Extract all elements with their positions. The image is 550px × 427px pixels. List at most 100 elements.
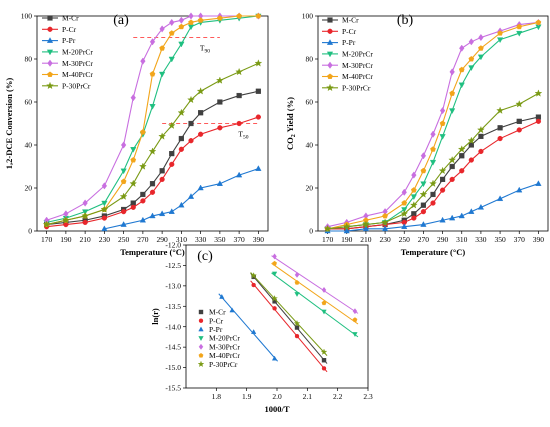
series-line-p-30prcr (46, 62, 259, 226)
data-point-m-40prcr (188, 19, 194, 25)
x-tick-label: 2.1 (303, 392, 313, 401)
legend-label: M-40PrCr (209, 351, 240, 360)
data-point-m-cr (255, 88, 261, 94)
x-tick-label: 1.9 (242, 392, 252, 401)
data-point-m-20prcr (477, 54, 485, 61)
data-point-m-40prcr (458, 66, 465, 73)
data-point-p-30prcr (177, 108, 186, 117)
data-point-m-20prcr (149, 104, 156, 110)
data-point-m-20prcr (352, 332, 358, 337)
data-point-m-30prcr (468, 38, 474, 46)
data-point-p-30prcr (187, 95, 195, 104)
series-line-m-cr (46, 90, 259, 226)
data-point-p-30prcr (158, 132, 166, 140)
x-tick-label: 210 (80, 235, 92, 244)
data-point-m-30prcr (272, 253, 277, 260)
series-p-cr (250, 280, 328, 373)
panel-label: (b) (397, 13, 414, 28)
legend-label: P-30PrCr (209, 360, 238, 369)
data-point-p-pr (401, 223, 408, 229)
x-tick-label: 370 (514, 235, 526, 244)
data-point-p-cr (188, 138, 194, 144)
fit-line-m-30prcr (271, 255, 359, 314)
data-point-m-40prcr (430, 146, 436, 152)
data-point-p-pr (535, 180, 542, 186)
x-tick-label: 390 (533, 235, 545, 244)
data-point-p-pr (149, 212, 156, 219)
data-point-p-pr (496, 195, 504, 201)
y-tick-label: -13.5 (165, 302, 181, 311)
data-point-p-pr (343, 227, 350, 234)
data-point-m-30prcr (101, 182, 108, 190)
legend-marker (326, 39, 334, 45)
data-point-p-30prcr (362, 220, 370, 228)
data-point-p-pr (458, 212, 465, 219)
legend-marker (46, 37, 54, 43)
x-tick-label: 270 (137, 235, 149, 244)
data-point-m-cr (130, 200, 136, 206)
legend-marker (327, 73, 333, 79)
fit-line-m-cr (250, 272, 328, 364)
x-tick-label: 350 (214, 235, 226, 244)
y-axis-label: ln(r) (150, 308, 160, 325)
legend-label: P-30PrCr (342, 83, 371, 92)
series-m-40prcr (324, 19, 542, 232)
series-m-40prcr (271, 260, 359, 325)
data-point-p-30prcr (196, 87, 205, 95)
data-point-m-cr (236, 92, 242, 99)
data-point-m-40prcr (159, 45, 165, 51)
x-axis-label: Temperature (°C) (401, 247, 466, 257)
data-point-p-pr (197, 184, 204, 191)
legend-item-p-cr: P-Cr (42, 25, 77, 34)
data-point-p-cr (198, 131, 204, 137)
fit-line-m-40prcr (271, 262, 359, 325)
data-point-p-pr (229, 307, 235, 313)
data-point-p-pr (120, 221, 127, 227)
series-line-m-30prcr (327, 21, 539, 228)
data-point-p-pr (516, 186, 523, 193)
data-point-m-cr (478, 133, 484, 140)
data-point-p-pr (219, 293, 225, 299)
data-point-p-pr (159, 210, 166, 217)
x-tick-label: 2.2 (333, 392, 343, 401)
y-axis-label: 1,2-DCE Conversion (%) (4, 78, 14, 170)
data-point-p-cr (169, 161, 175, 167)
x-tick-label: 270 (418, 235, 430, 244)
x-tick-label: 2.3 (363, 392, 373, 401)
legend-label: P-30PrCr (62, 81, 91, 90)
data-point-m-20prcr (168, 56, 175, 63)
series-line-p-30prcr (327, 92, 539, 230)
data-point-m-40prcr (130, 157, 137, 163)
data-point-p-30prcr (409, 201, 418, 209)
data-point-m-cr (411, 211, 417, 217)
data-point-p-30prcr (139, 162, 147, 170)
data-point-p-cr (497, 135, 503, 142)
data-point-m-40prcr (478, 45, 484, 51)
data-point-m-20prcr (429, 159, 437, 166)
data-point-m-cr (420, 202, 427, 208)
data-point-m-20prcr (410, 194, 417, 201)
legend-item-m-cr: M-Cr (198, 308, 226, 317)
data-point-p-30prcr (448, 155, 457, 164)
data-point-p-cr (217, 125, 223, 131)
data-point-m-30prcr (82, 199, 88, 207)
y-tick-label: -14.0 (165, 322, 181, 331)
y-tick-label: 80 (25, 55, 33, 64)
data-point-p-30prcr (129, 179, 138, 187)
x-tick-label: 190 (60, 235, 72, 244)
legend-marker (198, 309, 204, 315)
data-point-m-20prcr (130, 147, 137, 153)
legend-marker (327, 17, 333, 23)
y-tick-label: -15.5 (165, 384, 181, 393)
legend-label: M-20PrCr (209, 334, 240, 343)
data-point-m-30prcr (411, 171, 417, 179)
data-point-m-30prcr (140, 57, 146, 65)
data-point-p-cr (459, 168, 465, 174)
legend-marker (326, 83, 334, 92)
data-point-p-30prcr (235, 67, 243, 76)
data-point-m-40prcr (468, 55, 475, 62)
series-p-30prcr (42, 59, 263, 228)
data-point-p-30prcr (320, 348, 328, 355)
x-tick-label: 310 (176, 235, 188, 244)
y-axis-label: CO2 Yield (%) (285, 97, 297, 150)
